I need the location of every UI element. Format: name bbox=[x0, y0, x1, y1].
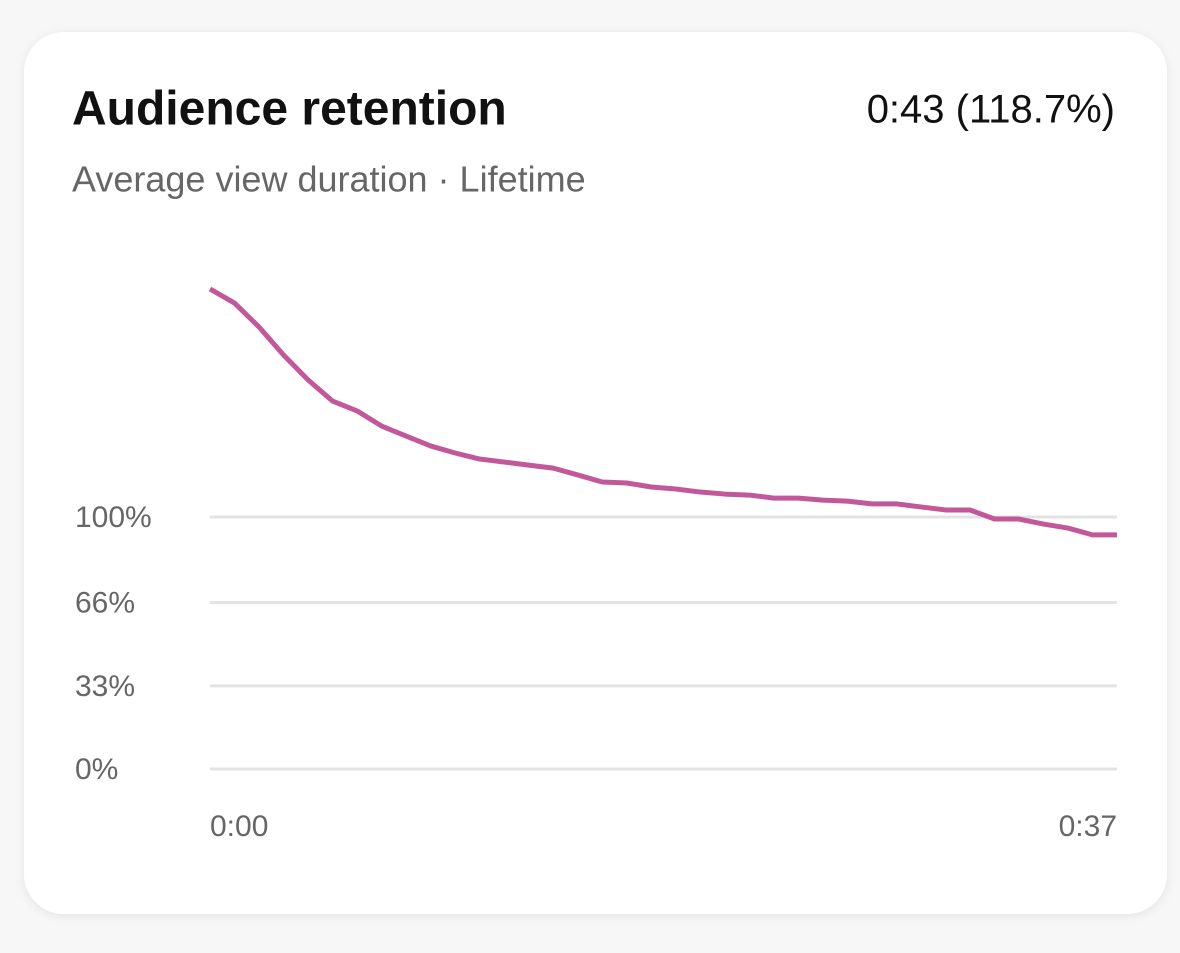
summary: 0:43 (118.7%) bbox=[867, 88, 1115, 132]
chart-title: Audience retention bbox=[72, 83, 507, 136]
retention-line bbox=[208, 286, 1117, 538]
card bbox=[24, 32, 1167, 914]
subtitle: Average view duration · Lifetime bbox=[72, 159, 586, 200]
y-tick-label: 33% bbox=[75, 670, 135, 703]
x-tick-label: 0:00 bbox=[210, 810, 268, 843]
y-tick-label: 100% bbox=[75, 501, 152, 534]
y-tick-label: 0% bbox=[75, 753, 118, 786]
x-tick-label: 0:37 bbox=[1059, 810, 1117, 843]
y-tick-label: 66% bbox=[75, 587, 135, 620]
